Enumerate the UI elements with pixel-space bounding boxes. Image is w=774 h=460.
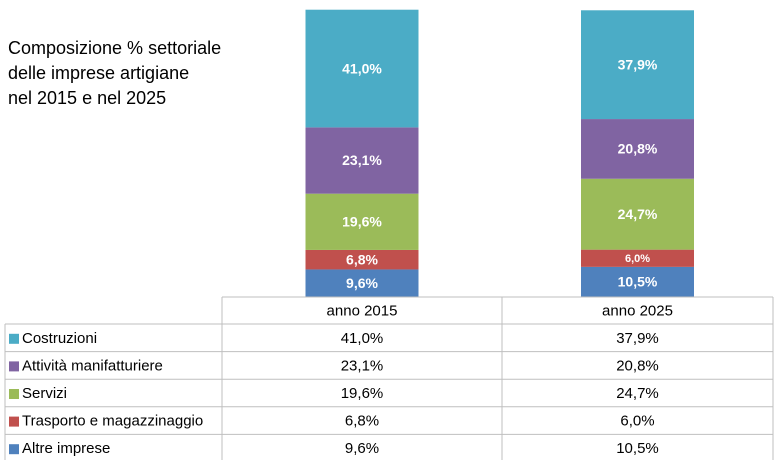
- data-label: 23,1%: [342, 152, 382, 168]
- bar-segment: [581, 249, 694, 267]
- bar-segment: [581, 178, 694, 250]
- column-header: anno 2015: [327, 302, 398, 319]
- table-cell: 6,0%: [620, 413, 654, 430]
- legend-label: Altre imprese: [22, 440, 110, 457]
- data-label: 6,0%: [625, 253, 650, 265]
- data-label: 37,9%: [618, 56, 658, 72]
- data-label: 20,8%: [618, 141, 658, 157]
- bar-segment: [581, 266, 694, 297]
- bar-segment: [581, 10, 694, 120]
- table-cell: 6,8%: [345, 413, 379, 430]
- bar-segment: [305, 127, 419, 194]
- table-cell: 19,6%: [341, 385, 384, 402]
- table-cell: 37,9%: [616, 330, 659, 347]
- table-cell: 23,1%: [341, 357, 384, 374]
- bar-segment: [581, 119, 694, 179]
- table-cell: 24,7%: [616, 385, 659, 402]
- chart-title: Composizione % settoriale delle imprese …: [8, 38, 222, 108]
- data-label: 41,0%: [342, 60, 382, 76]
- legend-label: Attività manifatturiere: [22, 357, 163, 374]
- column-header: anno 2025: [602, 302, 673, 319]
- data-label: 19,6%: [342, 214, 382, 230]
- bar-segment: [305, 193, 419, 250]
- data-label: 9,6%: [346, 275, 378, 291]
- table-cell: 10,5%: [616, 440, 659, 457]
- table-cell: 9,6%: [345, 440, 379, 457]
- table-cell: 20,8%: [616, 357, 659, 374]
- legend-swatch: [9, 416, 19, 427]
- legend-swatch: [9, 389, 19, 399]
- table-cell: 41,0%: [341, 330, 384, 347]
- legend-label: Costruzioni: [22, 330, 97, 347]
- data-label: 24,7%: [618, 206, 658, 222]
- bar-segment: [305, 9, 419, 128]
- bar-segment: [305, 269, 419, 297]
- bar-segment: [305, 249, 419, 270]
- legend-swatch: [9, 333, 19, 344]
- data-label: 10,5%: [618, 274, 658, 290]
- legend-swatch: [9, 361, 19, 372]
- legend-label: Servizi: [22, 385, 67, 402]
- data-label: 6,8%: [346, 251, 378, 267]
- legend-swatch: [9, 444, 19, 455]
- legend-label: Trasporto e magazzinaggio: [22, 413, 203, 430]
